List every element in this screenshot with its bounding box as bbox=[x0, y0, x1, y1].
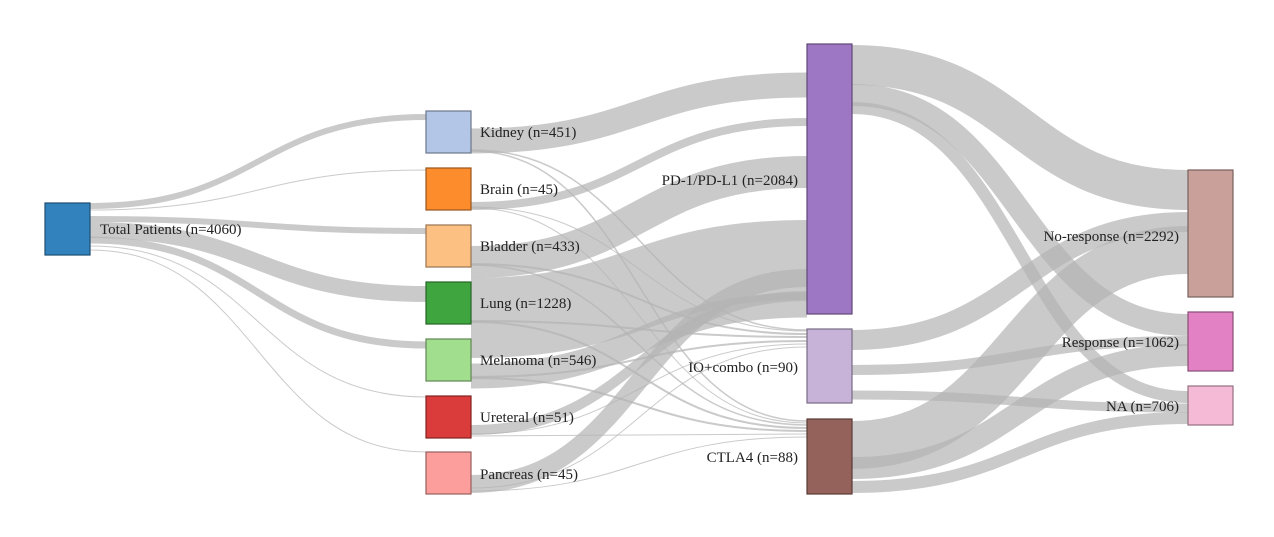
node-total-patients bbox=[44, 202, 91, 256]
label-ureteral: Ureteral (n=51) bbox=[480, 410, 574, 426]
node-melanoma bbox=[425, 338, 472, 382]
label-io-combo: IO+combo (n=90) bbox=[688, 360, 798, 376]
node-pd1-pdl1 bbox=[806, 43, 853, 315]
label-no-response: No-response (n=2292) bbox=[1043, 229, 1179, 245]
node-kidney bbox=[425, 110, 472, 154]
link-total-to-pancreas bbox=[89, 249, 427, 453]
link-ctla4-to-noresp bbox=[851, 226, 1189, 469]
sankey-labels: Total Patients (n=4060) Kidney (n=451) B… bbox=[100, 125, 1179, 483]
link-ctla4-to-na bbox=[851, 412, 1189, 493]
link-ctla4-to-resp bbox=[851, 344, 1189, 479]
link-total-to-brain bbox=[89, 169, 427, 211]
node-ureteral bbox=[425, 395, 472, 439]
node-no-response bbox=[1187, 169, 1234, 298]
link-melanoma-to-pd1 bbox=[470, 292, 808, 389]
link-pancreas-to-ctla4 bbox=[470, 436, 808, 492]
node-lung bbox=[425, 281, 472, 325]
label-pd1-pdl1: PD-1/PD-L1 (n=2084) bbox=[662, 173, 798, 189]
label-pancreas: Pancreas (n=45) bbox=[480, 467, 578, 483]
label-brain: Brain (n=45) bbox=[480, 182, 558, 198]
node-ctla4 bbox=[806, 418, 853, 495]
node-na bbox=[1187, 385, 1234, 426]
sankey-links bbox=[89, 45, 1189, 493]
link-brain-to-pd1 bbox=[470, 118, 808, 210]
node-bladder bbox=[425, 224, 472, 268]
label-ctla4: CTLA4 (n=88) bbox=[707, 450, 798, 466]
node-response bbox=[1187, 311, 1234, 372]
link-total-to-lung bbox=[89, 222, 427, 302]
sankey-nodes bbox=[44, 43, 1234, 495]
link-ureteral-to-pd1 bbox=[470, 291, 808, 435]
label-melanoma: Melanoma (n=546) bbox=[480, 353, 596, 369]
link-total-to-melanoma bbox=[89, 236, 427, 349]
link-total-to-kidney bbox=[89, 114, 427, 209]
label-na: NA (n=706) bbox=[1106, 399, 1179, 415]
link-pancreas-to-iocombo bbox=[470, 346, 808, 489]
link-pd1-to-noresp bbox=[851, 45, 1189, 210]
node-brain bbox=[425, 167, 472, 211]
link-bladder-to-pd1 bbox=[470, 156, 808, 278]
link-ureteral-to-ctla4 bbox=[470, 433, 808, 437]
node-io-combo bbox=[806, 328, 853, 404]
link-pancreas-to-pd1 bbox=[470, 269, 808, 493]
link-kidney-to-pd1 bbox=[470, 72, 808, 154]
link-lung-to-pd1 bbox=[470, 220, 808, 358]
link-pd1-to-na bbox=[851, 102, 1189, 403]
link-melanoma-to-ctla4 bbox=[470, 377, 808, 432]
label-kidney: Kidney (n=451) bbox=[480, 125, 576, 141]
node-pancreas bbox=[425, 451, 472, 495]
link-pd1-to-resp bbox=[851, 84, 1189, 336]
link-total-to-bladder bbox=[89, 216, 427, 234]
label-lung: Lung (n=1228) bbox=[480, 296, 571, 312]
label-bladder: Bladder (n=433) bbox=[480, 239, 580, 255]
label-total-patients: Total Patients (n=4060) bbox=[100, 222, 242, 238]
link-total-to-ureteral bbox=[89, 245, 427, 398]
label-response: Response (n=1062) bbox=[1062, 335, 1179, 351]
link-iocombo-to-noresp bbox=[851, 212, 1189, 350]
